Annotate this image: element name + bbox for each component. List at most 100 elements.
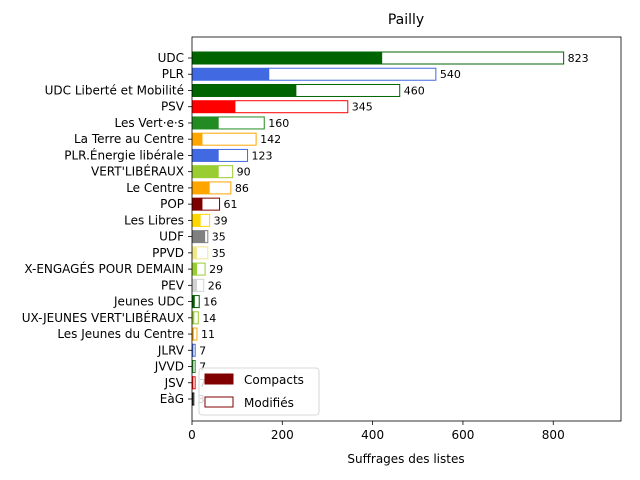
y-tick-labels: UDC PLR UDC Liberté et Mobilité PSV Les Vert… (22, 51, 192, 406)
bar-compacts (192, 67, 269, 81)
y-tick-label: X-ENGAGÉS POUR DEMAIN (24, 261, 184, 276)
bar-modifies (381, 51, 565, 65)
value-label: 29 (209, 263, 223, 276)
bar-modifies (192, 327, 198, 341)
y-tick-label: PPVD (152, 246, 184, 260)
bar-compacts (192, 116, 219, 130)
bar-modifies (192, 360, 196, 374)
chart-title: Pailly (388, 12, 424, 28)
x-ticks: 0 200 400 600 800 (188, 421, 565, 442)
bar-compacts (192, 181, 210, 195)
axes-frame (191, 36, 622, 422)
y-tick-label: La Terre au Centre (74, 132, 184, 146)
legend-label-modifies: Modifiés (244, 396, 294, 410)
y-tick-label: JVVD (154, 360, 184, 374)
bar-compacts (192, 311, 194, 325)
value-label: 26 (208, 279, 222, 292)
y-tick-label: UDC (158, 51, 184, 65)
bar-compacts (192, 132, 202, 146)
y-tick-label: Les Vert·e·s (115, 116, 185, 130)
bar-modifies (217, 165, 234, 179)
x-tick-label: 600 (451, 428, 474, 442)
bar-modifies (234, 100, 349, 114)
x-tick-label: 0 (188, 428, 196, 442)
y-tick-label: VERT'LIBÉRAUX (91, 164, 184, 179)
bar-modifies (193, 311, 199, 325)
bar-modifies (193, 295, 200, 309)
bar-compacts (192, 213, 201, 227)
bar-modifies (208, 181, 232, 195)
y-tick-label: EàG (160, 392, 184, 406)
y-tick-label: UX-JEUNES VERT'LIBÉRAUX (22, 310, 184, 325)
y-tick-label: JLRV (157, 343, 185, 357)
bar-modifies (191, 392, 195, 406)
bar-modifies (217, 148, 249, 162)
y-tick-label: PLR (162, 67, 184, 81)
value-label: 14 (202, 312, 216, 325)
y-tick-label: PEV (161, 278, 185, 292)
value-label: 86 (235, 182, 249, 195)
value-label: 823 (568, 52, 589, 65)
value-label: 90 (237, 166, 251, 179)
bar-modifies (192, 376, 196, 390)
value-label: 16 (203, 296, 217, 309)
value-label: 142 (260, 133, 281, 146)
value-label: 160 (268, 117, 289, 130)
bar-modifies (196, 246, 209, 260)
value-label: 345 (352, 101, 373, 114)
value-label: 35 (212, 247, 226, 260)
bar-modifies (201, 132, 257, 146)
bar-modifies (217, 116, 265, 130)
y-tick-label: Les Libres (124, 213, 184, 227)
legend-swatch-compacts (204, 373, 234, 385)
bar-compacts (192, 295, 195, 309)
bar-modifies (295, 83, 401, 97)
x-tick-label: 800 (542, 428, 565, 442)
value-label: 123 (252, 149, 273, 162)
value-label: 460 (404, 84, 425, 97)
y-tick-label: Jeunes UDC (113, 295, 184, 309)
legend: Compacts Modifiés (198, 367, 320, 416)
bar-modifies (196, 262, 206, 276)
bar-compacts (192, 246, 197, 260)
value-label: 11 (201, 328, 215, 341)
value-label: 39 (214, 214, 228, 227)
bar-compacts (192, 51, 382, 65)
bar-modifies (196, 278, 205, 292)
bar-modifies (268, 67, 437, 81)
y-tick-label: POP (160, 197, 184, 211)
bar-compacts (192, 278, 197, 292)
bar-compacts (192, 83, 296, 97)
bar-modifies (204, 230, 209, 244)
legend-swatch-modifies (204, 396, 234, 408)
value-label: 35 (212, 231, 226, 244)
bar-compacts (192, 197, 202, 211)
legend-label-compacts: Compacts (244, 373, 304, 387)
bar-compacts (192, 165, 219, 179)
bar-modifies (199, 213, 211, 227)
value-label: 7 (199, 361, 206, 374)
y-tick-label: UDF (159, 230, 184, 244)
bar-compacts (192, 230, 205, 244)
x-axis-label: Suffrages des listes (347, 452, 464, 466)
bar-modifies (192, 343, 196, 357)
bar-compacts (192, 148, 219, 162)
y-tick-label: PLR.Énergie libérale (64, 147, 184, 162)
x-tick-label: 400 (361, 428, 384, 442)
bar-compacts (192, 327, 194, 341)
y-tick-label: JSV (164, 376, 185, 390)
y-tick-label: PSV (161, 100, 185, 114)
bar-compacts (192, 262, 197, 276)
y-tick-label: Les Jeunes du Centre (57, 327, 184, 341)
value-label: 7 (199, 344, 206, 357)
y-tick-label: UDC Liberté et Mobilité (45, 83, 184, 97)
value-label: 61 (224, 198, 238, 211)
bar-modifies (201, 197, 221, 211)
x-tick-label: 200 (271, 428, 294, 442)
y-tick-label: Le Centre (126, 181, 184, 195)
bar-compacts (192, 100, 235, 114)
value-label: 540 (440, 68, 461, 81)
